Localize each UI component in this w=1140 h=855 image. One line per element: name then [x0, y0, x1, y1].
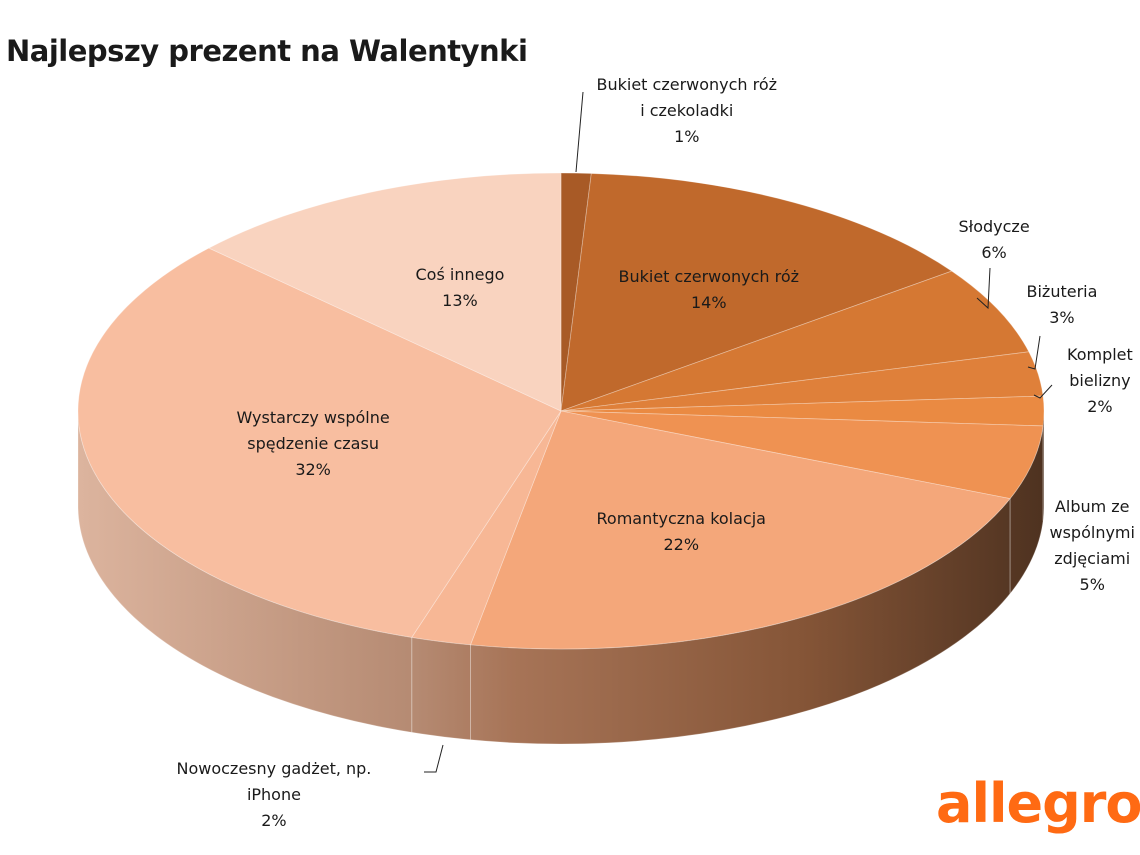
leader-line [976, 267, 991, 310]
pie-side-segment [411, 636, 471, 741]
pie-side-segment [1009, 425, 1044, 596]
slice-label: Nowoczesny gadżet, np. iPhone 2% [177, 756, 372, 834]
slice-label: Album ze wspólnymi zdjęciami 5% [1050, 494, 1135, 598]
allegro-logo: allegro [936, 772, 1140, 835]
slice-value: 2% [261, 811, 287, 830]
slice-value: 22% [663, 535, 700, 554]
slice-label: Komplet bielizny 2% [1067, 342, 1133, 420]
pie-slice [469, 410, 1011, 650]
chart-title: Najlepszy prezent na Walentynki [6, 34, 528, 68]
slice-label: Romantyczna kolacja 22% [597, 506, 766, 558]
slice-label-line: Biżuteria [1026, 282, 1098, 301]
leader-line [575, 91, 584, 173]
slice-label: Coś innego 13% [416, 262, 505, 314]
slice-value: 1% [674, 127, 700, 146]
slice-value: 6% [981, 243, 1007, 262]
slice-label-line: zdjęciami [1054, 549, 1131, 568]
pie-slice [560, 351, 1044, 412]
slice-value: 13% [442, 291, 478, 310]
slice-label-line: Słodycze [958, 217, 1030, 236]
leader-line [1033, 384, 1053, 399]
slice-value: 5% [1079, 575, 1105, 594]
slice-label: Wystarczy wspólne spędzenie czasu 32% [237, 405, 390, 483]
leader-line [1027, 335, 1041, 370]
slice-label-line: i czekoladki [640, 101, 734, 120]
slice-label-line: spędzenie czasu [247, 434, 379, 453]
slice-label-line: bielizny [1069, 371, 1131, 390]
pie-slice [560, 173, 953, 412]
pie-slice [560, 172, 592, 412]
slice-label: Słodycze 6% [959, 214, 1030, 266]
pie-slice [208, 172, 562, 412]
slice-label-line: Komplet [1067, 345, 1133, 364]
slice-label-line: Bukiet czerwonych róż [618, 267, 800, 286]
slice-label: Bukiet czerwonych róż 14% [619, 264, 800, 316]
leader-line [424, 744, 444, 773]
pie-slice [560, 395, 1045, 427]
slice-value: 14% [691, 293, 727, 312]
slice-label-line: Bukiet czerwonych róż [596, 75, 778, 94]
slice-label-line: wspólnymi [1049, 523, 1135, 542]
slice-label: Bukiet czerwonych róż i czekoladki 1% [597, 72, 778, 150]
slice-label-line: iPhone [246, 785, 301, 804]
slice-label-line: Album ze [1054, 497, 1130, 516]
pie-slice [411, 410, 562, 646]
pie-slice [77, 247, 562, 638]
pie-slice [560, 270, 1030, 412]
slice-label-line: Wystarczy wspólne [236, 408, 390, 427]
slice-label-line: Romantyczna kolacja [596, 509, 766, 528]
slice-value: 2% [1087, 397, 1113, 416]
slice-label-line: Nowoczesny gadżet, np. [176, 759, 372, 778]
pie-slice [560, 410, 1044, 500]
slice-label: Biżuteria 3% [1027, 279, 1098, 331]
pie-side-wall [78, 411, 1044, 744]
slice-value: 32% [295, 460, 331, 479]
slice-label-line: Coś innego [415, 265, 505, 284]
slice-value: 3% [1049, 308, 1075, 327]
